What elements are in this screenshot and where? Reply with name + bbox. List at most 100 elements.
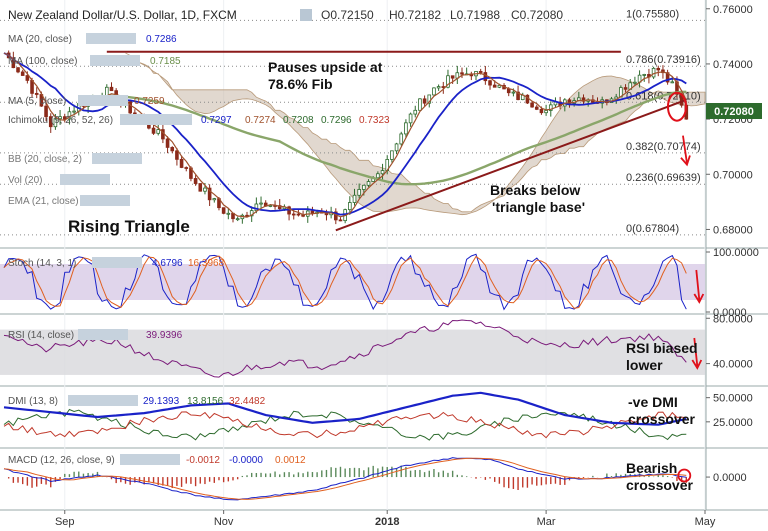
candle-body-5: [25, 75, 30, 81]
bb-label: BB (20, close, 2): [8, 154, 82, 165]
candle-body-141: [661, 69, 665, 74]
candle-body-78: [366, 181, 371, 186]
annotation-fib: 78.6% Fib: [268, 76, 333, 92]
candle-body-88: [413, 109, 418, 115]
annotation-rsi-1: RSI biased: [626, 340, 698, 356]
candle-body-37: [175, 150, 179, 160]
candle-body-66: [310, 210, 315, 214]
macd-controls-icon[interactable]: [120, 454, 180, 465]
candle-body-47: [221, 207, 226, 214]
candle-body-38: [179, 158, 184, 168]
dmi-adx-line: [3, 391, 687, 426]
triangle-base-line: [335, 98, 687, 232]
candle-body-41: [193, 178, 198, 184]
x-tick-label-1: Nov: [214, 516, 234, 528]
candle-body-110: [516, 91, 520, 101]
ichimoku-cloud-area: [125, 52, 706, 216]
dmi-plus-line: [3, 408, 687, 441]
macd-crossover-circle: [677, 468, 692, 483]
ema-controls-icon[interactable]: [80, 195, 130, 206]
dmi-minus-value: 32.4482: [229, 396, 266, 407]
ohlc-high: H0.72182: [389, 8, 441, 22]
candle-body-44: [207, 187, 212, 201]
ichimoku-label: Ichimoku (9, 26, 52, 26): [8, 115, 113, 126]
annotation-dmi-2: crossover: [628, 411, 695, 427]
annotation-rsi-2: lower: [626, 357, 663, 373]
candle-body-75: [352, 194, 357, 203]
candle-body-57: [268, 205, 273, 207]
candle-body-91: [427, 94, 432, 104]
down-arrow-main-head: [680, 155, 691, 167]
candle-body-114: [534, 106, 539, 110]
rsi-tick-label-0: 80.0000: [713, 313, 753, 325]
candle-body-135: [633, 81, 637, 84]
bb-controls-icon[interactable]: [92, 153, 142, 164]
ichimoku-cloud: [125, 52, 706, 216]
fib-levels: 1(0.75580)0.786(0.73916)0.618(0.72610)0.…: [0, 8, 705, 236]
break-highlight-circle: [666, 91, 687, 122]
main-tick-label-0: 0.76000: [713, 4, 753, 16]
dmi-label: DMI (13, 8): [8, 396, 58, 407]
ma100-controls-icon[interactable]: [90, 55, 140, 66]
ma5-controls-icon[interactable]: [78, 95, 128, 106]
header: New Zealand Dollar/U.S. Dollar, 1D, FXCM…: [8, 8, 563, 22]
candle-body-39: [184, 167, 189, 169]
macd-signal-value: 0.0012: [275, 455, 306, 466]
candle-body-76: [357, 189, 361, 196]
dmi-panel: [3, 391, 687, 441]
rsi-panel: [0, 319, 705, 378]
candle-body-15: [72, 110, 76, 113]
candle-body-93: [436, 86, 441, 89]
macd-label: MACD (12, 26, close, 9): [8, 455, 115, 466]
candle-body-98: [460, 72, 464, 75]
annotations: Pauses upside at 78.6% Fib Breaks below …: [68, 59, 698, 493]
price-badge-text: 0.72080: [714, 106, 754, 118]
dmi-adx-value: 29.1393: [143, 396, 180, 407]
candlesticks: [6, 50, 689, 225]
candle-body-85: [399, 133, 404, 145]
ichimoku-v1: 0.7297: [201, 115, 232, 126]
candle-body-7: [34, 92, 39, 95]
dmi-plus-value: 13.8156: [187, 396, 224, 407]
stoch-k-value: 4.6796: [152, 258, 183, 269]
main-tick-label-3: 0.70000: [713, 169, 753, 181]
candle-body-109: [511, 91, 516, 94]
candle-body-108: [506, 88, 511, 94]
ma100-label: MA (100, close): [8, 56, 77, 67]
macd-line: [3, 457, 687, 501]
rsi-controls-icon[interactable]: [78, 329, 128, 340]
candle-body-102: [478, 71, 483, 73]
candle-body-53: [249, 210, 254, 217]
candle-body-2: [11, 57, 16, 69]
vol-controls-icon[interactable]: [60, 174, 110, 185]
candle-body-103: [483, 72, 488, 82]
candle-body-143: [670, 81, 675, 84]
stoch-tick-label-1: 0.0000: [713, 307, 747, 319]
stoch-controls-icon[interactable]: [92, 257, 142, 268]
down-arrow-main-shaft: [682, 135, 688, 164]
x-tick-label-4: May: [695, 516, 716, 528]
stoch-d-line: [3, 255, 687, 309]
candle-body-3: [16, 67, 20, 73]
ichimoku-controls-icon[interactable]: [120, 114, 192, 125]
candle-body-11: [53, 118, 58, 128]
candle-body-27: [128, 101, 132, 114]
dmi-tick-label-0: 50.0000: [713, 393, 753, 405]
candle-body-90: [422, 98, 427, 104]
ema-label: EMA (21, close): [8, 196, 79, 207]
candle-body-96: [450, 75, 455, 79]
ma20-controls-icon[interactable]: [86, 33, 136, 44]
settings-icon[interactable]: [300, 9, 312, 21]
dmi-controls-icon[interactable]: [68, 395, 138, 406]
ma100-value: 0.7185: [150, 56, 181, 67]
vol-label: Vol (20): [8, 175, 42, 186]
stoch-label: Stoch (14, 3, 1): [8, 258, 76, 269]
trend-lines: [106, 50, 691, 232]
macd-line-value: -0.0000: [229, 455, 263, 466]
candle-body-43: [203, 187, 207, 192]
fib-label-3: 0.382(0.70774): [626, 141, 701, 153]
rsi-tick-label-1: 40.0000: [713, 359, 753, 371]
annotation-macd-1: Bearish: [626, 460, 677, 476]
ichimoku-v4: 0.7296: [321, 115, 352, 126]
